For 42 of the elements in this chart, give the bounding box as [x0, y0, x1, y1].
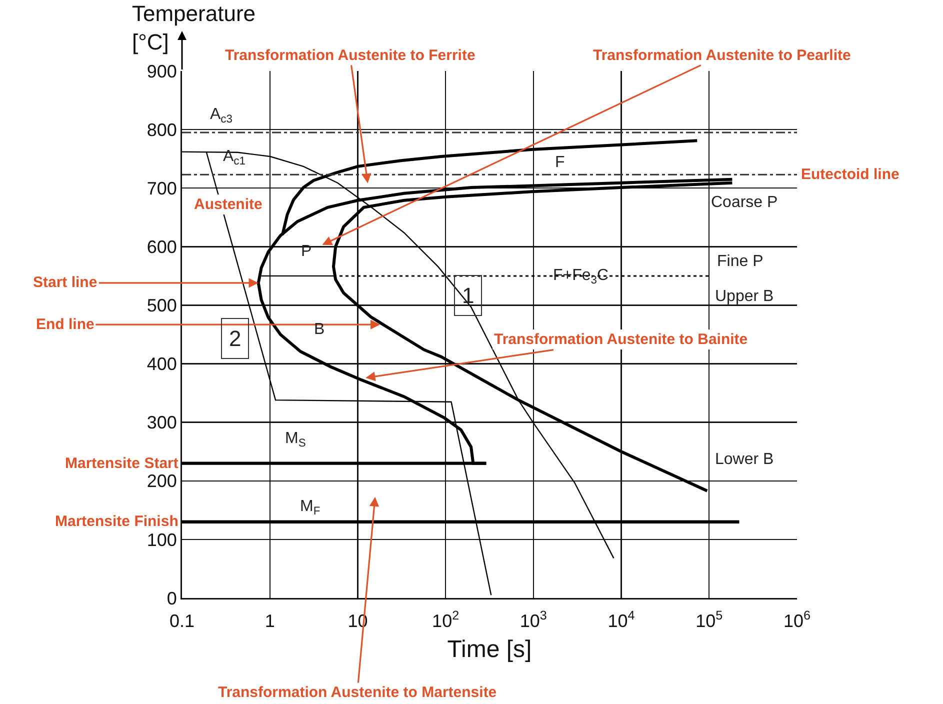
- annotation: A$_{c3}$: [210, 106, 232, 126]
- x-tick-label: 10$^{2}$: [432, 608, 460, 632]
- annotation: Fine P: [717, 253, 764, 270]
- text: Transformation Austenite to Ferrite: [225, 47, 476, 64]
- annotation: Austenite: [194, 196, 262, 213]
- ref-line-label: Eutectoid line: [801, 166, 900, 183]
- annotation: Coarse P: [711, 194, 778, 211]
- annotation: 2: [229, 326, 242, 351]
- x-tick-label: 10$^{5}$: [696, 608, 723, 632]
- y-tick-label: 300: [146, 412, 177, 433]
- x-tick-label: 10$^{3}$: [520, 608, 547, 632]
- y-tick-label: 0: [166, 588, 177, 608]
- annotation: M$_{F}$: [300, 498, 320, 518]
- annotation: 1: [462, 283, 474, 308]
- annotation: F+Fe$_{3}$C: [553, 267, 609, 286]
- x-tick-label: 10$^{4}$: [608, 608, 635, 632]
- annotation: B: [314, 321, 325, 338]
- x-axis-title: Time [s]: [447, 636, 532, 664]
- y-tick-label: 400: [146, 354, 177, 374]
- y-tick-label: 200: [146, 471, 177, 492]
- series-label: Martensite Finish: [55, 513, 178, 530]
- annotation: End line: [36, 316, 94, 333]
- y-tick-label: 800: [146, 120, 177, 140]
- annotation: Transformation Austenite to Bainite: [494, 331, 748, 348]
- series-label: Martensite Start: [65, 455, 178, 472]
- annotation: M$_{S}$: [285, 430, 306, 450]
- x-tick-label: 1: [264, 611, 275, 632]
- x-tick-label: 0.1: [169, 611, 195, 632]
- annotation: P: [301, 243, 312, 260]
- y-tick-label: 500: [146, 296, 177, 316]
- text: Transformation Austenite to Pearlite: [593, 47, 851, 64]
- y-tick-label: 100: [146, 530, 177, 550]
- annotation: Upper B: [715, 288, 774, 305]
- text: Transformation Austenite to Martensite: [218, 684, 497, 701]
- annotation: Start line: [33, 274, 98, 291]
- y-tick-label: 600: [146, 236, 177, 257]
- annotation: F: [555, 154, 565, 171]
- x-tick-label: 10$^{6}$: [783, 608, 811, 632]
- annotation: Lower B: [715, 451, 774, 468]
- annotation: A$_{c1}$: [223, 148, 246, 168]
- y-tick-label: 700: [146, 178, 177, 198]
- y-tick-label: 900: [146, 61, 177, 82]
